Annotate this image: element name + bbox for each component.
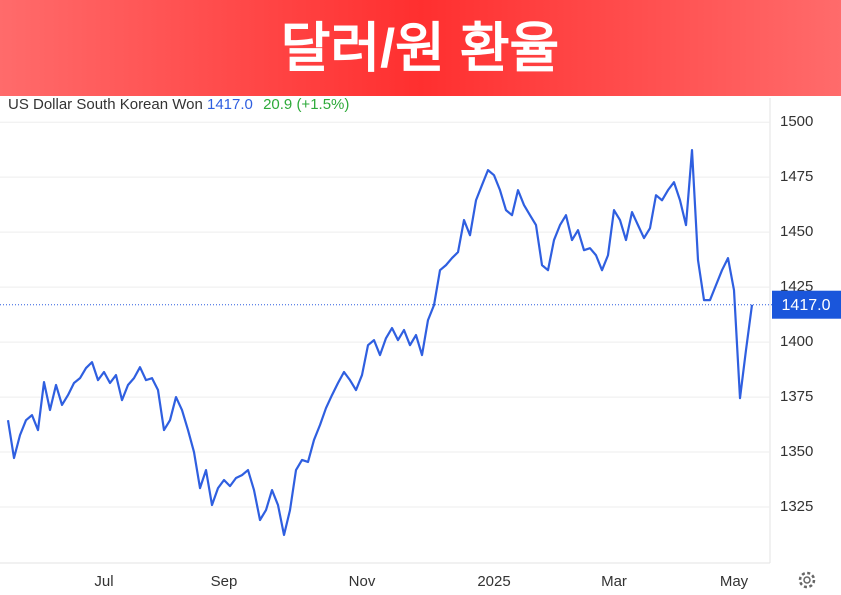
y-tick-label: 1350 <box>780 443 813 460</box>
x-tick-label: Sep <box>211 573 238 590</box>
legend-current: 1417.0 <box>207 96 253 113</box>
y-tick-label: 1325 <box>780 498 813 515</box>
legend-change-percent: (+1.5%) <box>296 96 349 113</box>
y-tick-label: 1400 <box>780 333 813 350</box>
title-banner <box>0 0 841 96</box>
current-price-box <box>772 290 841 319</box>
y-tick-label: 1500 <box>780 113 813 130</box>
y-tick-label: 1450 <box>780 223 813 240</box>
current-price-label: 1417.0 <box>782 297 831 314</box>
chart-title: 달러/원 환율 <box>281 18 559 78</box>
legend: US Dollar South Korean Won 1417.0 20.9 (… <box>8 96 349 113</box>
y-tick-label: 1475 <box>780 168 813 185</box>
legend-name: US Dollar South Korean Won <box>8 96 203 113</box>
x-tick-label: 2025 <box>477 573 510 590</box>
x-tick-label: Mar <box>601 573 627 590</box>
legend-change: 20.9 <box>263 96 292 113</box>
x-tick-label: Nov <box>349 573 376 590</box>
settings-icon[interactable] <box>798 571 816 589</box>
x-tick-label: Jul <box>94 573 113 590</box>
price-line <box>6 149 754 537</box>
x-tick-label: May <box>720 573 749 590</box>
y-tick-label: 1375 <box>780 388 813 405</box>
